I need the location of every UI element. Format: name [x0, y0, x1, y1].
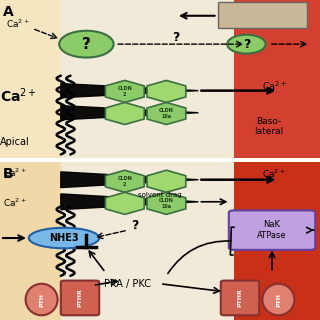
Polygon shape	[147, 102, 186, 124]
Polygon shape	[147, 80, 186, 102]
Text: NaK
ATPase: NaK ATPase	[257, 220, 287, 240]
Text: PTH: PTH	[39, 292, 44, 307]
Ellipse shape	[26, 284, 58, 315]
Polygon shape	[105, 80, 144, 102]
Text: PTH: PTH	[276, 292, 281, 307]
Ellipse shape	[59, 31, 114, 58]
Bar	[0, 0, 234, 158]
Text: ?: ?	[82, 36, 91, 52]
Text: Apical: Apical	[0, 137, 30, 147]
Text: Baso-
lateral: Baso- lateral	[254, 116, 284, 136]
Bar	[0, 162, 234, 320]
Text: CLDN
2: CLDN 2	[117, 86, 132, 97]
Polygon shape	[61, 106, 198, 120]
Bar	[234, 0, 320, 158]
Text: CLDN
10a: CLDN 10a	[159, 108, 174, 119]
Bar	[61, 0, 234, 158]
FancyBboxPatch shape	[229, 211, 315, 250]
Bar	[234, 162, 320, 320]
Text: Ca$^{2+}$: Ca$^{2+}$	[0, 87, 37, 106]
Text: A: A	[3, 5, 14, 19]
Polygon shape	[61, 194, 198, 210]
Text: CLDN
2: CLDN 2	[117, 176, 132, 187]
Text: PTHR: PTHR	[237, 289, 243, 308]
Text: ?: ?	[243, 38, 250, 51]
Ellipse shape	[227, 35, 266, 53]
FancyBboxPatch shape	[61, 281, 99, 315]
Text: Ca$^{2+}$: Ca$^{2+}$	[262, 80, 288, 93]
Text: PTHR: PTHR	[77, 289, 83, 308]
Polygon shape	[147, 170, 186, 192]
Text: NHE3: NHE3	[49, 233, 79, 243]
Polygon shape	[147, 192, 186, 214]
Text: Ca$^{2+}$: Ca$^{2+}$	[262, 168, 286, 180]
Polygon shape	[105, 170, 144, 192]
Text: CLDN
10a: CLDN 10a	[159, 198, 174, 209]
Ellipse shape	[29, 228, 99, 248]
Polygon shape	[61, 172, 198, 188]
Polygon shape	[61, 84, 198, 98]
Polygon shape	[105, 102, 144, 124]
FancyBboxPatch shape	[221, 281, 259, 315]
Text: PKA / PKC: PKA / PKC	[105, 279, 151, 289]
Ellipse shape	[262, 284, 294, 315]
Text: solvent drag: solvent drag	[138, 192, 182, 198]
Text: B: B	[3, 167, 14, 181]
Bar	[61, 162, 234, 320]
Text: ?: ?	[172, 31, 180, 44]
Text: Ca$^{2+}$: Ca$^{2+}$	[6, 18, 30, 30]
Text: Ca$^{2+}$: Ca$^{2+}$	[3, 196, 27, 209]
Text: ?: ?	[131, 219, 138, 232]
Text: Ca$^{2+}$: Ca$^{2+}$	[3, 166, 27, 179]
FancyBboxPatch shape	[218, 2, 307, 28]
Polygon shape	[105, 192, 144, 214]
